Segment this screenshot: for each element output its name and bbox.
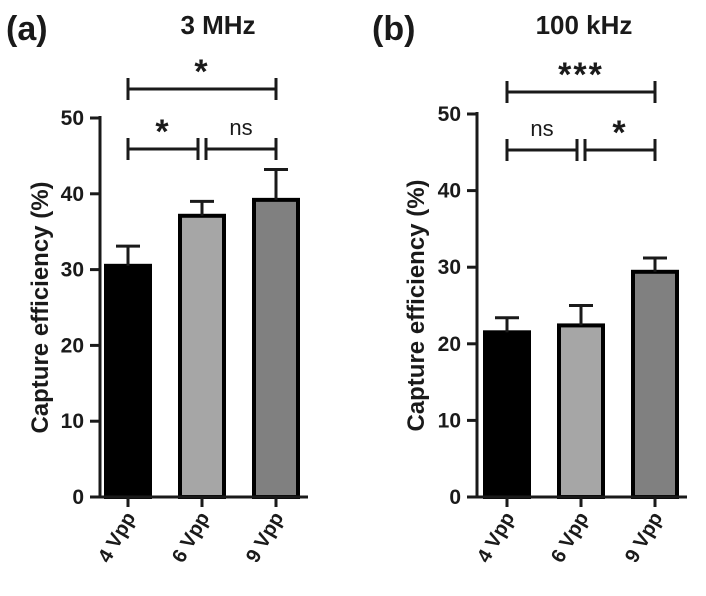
x-tick-label: 6 Vpp bbox=[168, 509, 214, 567]
y-tick-label: 20 bbox=[438, 333, 461, 356]
x-tick-label: 6 Vpp bbox=[547, 509, 593, 567]
y-tick-label: 10 bbox=[61, 410, 84, 433]
significance-label: ns bbox=[530, 116, 553, 141]
bar-4-vpp bbox=[483, 330, 531, 499]
y-tick-label: 50 bbox=[61, 107, 84, 130]
panel-label: (b) bbox=[372, 10, 415, 48]
y-tick-label: 30 bbox=[438, 256, 461, 279]
x-tick-label: 4 Vpp bbox=[94, 509, 140, 567]
y-tick-label: 50 bbox=[438, 103, 461, 126]
y-axis-label: Capture efficiency (%) bbox=[403, 179, 430, 431]
y-tick-label: 0 bbox=[72, 486, 84, 509]
x-tick-label: 4 Vpp bbox=[473, 509, 519, 567]
bar-9-vpp bbox=[252, 197, 300, 499]
chart-panel-b: (b) 100 kHz Capture efficiency (%) 0 10 20 30 4… bbox=[372, 10, 687, 567]
y-tick-label: 20 bbox=[61, 334, 84, 357]
x-tick-label: 9 Vpp bbox=[242, 509, 288, 567]
bar-9-vpp bbox=[631, 269, 679, 499]
y-tick-label: 30 bbox=[61, 259, 84, 282]
significance-label: ns bbox=[229, 115, 252, 140]
y-tick-label: 10 bbox=[438, 409, 461, 432]
y-tick-label: 0 bbox=[449, 486, 461, 509]
chart-title: 100 kHz bbox=[536, 10, 633, 40]
chart-title: 3 MHz bbox=[180, 10, 255, 40]
significance-label: *** bbox=[558, 56, 604, 94]
x-tick-label: 9 Vpp bbox=[621, 509, 667, 567]
bar-4-vpp bbox=[104, 263, 152, 499]
panel-label: (a) bbox=[6, 10, 48, 48]
y-tick-label: 40 bbox=[61, 183, 84, 206]
chart-panel-a: (a) 3 MHz Capture efficiency (%) 0 10 20 30 40 5… bbox=[6, 10, 308, 567]
bar-6-vpp bbox=[178, 213, 226, 499]
significance-label: * bbox=[612, 114, 627, 152]
bar-6-vpp bbox=[557, 323, 605, 499]
y-axis-label: Capture efficiency (%) bbox=[27, 181, 54, 433]
significance-label: * bbox=[155, 113, 170, 151]
y-tick-label: 40 bbox=[438, 180, 461, 203]
significance-label: * bbox=[194, 53, 209, 91]
